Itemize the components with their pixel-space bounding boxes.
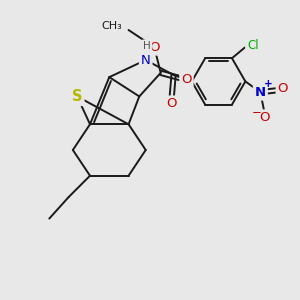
Text: N: N — [255, 85, 266, 99]
Text: +: + — [264, 79, 273, 89]
Text: −: − — [252, 106, 262, 119]
Text: O: O — [181, 73, 192, 86]
Text: N: N — [141, 53, 151, 67]
Text: Cl: Cl — [247, 39, 259, 52]
Text: CH₃: CH₃ — [101, 21, 122, 31]
Text: O: O — [166, 98, 177, 110]
Text: O: O — [149, 40, 160, 54]
Text: S: S — [72, 89, 83, 104]
Text: H: H — [143, 41, 151, 51]
Text: O: O — [260, 111, 270, 124]
Text: O: O — [278, 82, 288, 95]
